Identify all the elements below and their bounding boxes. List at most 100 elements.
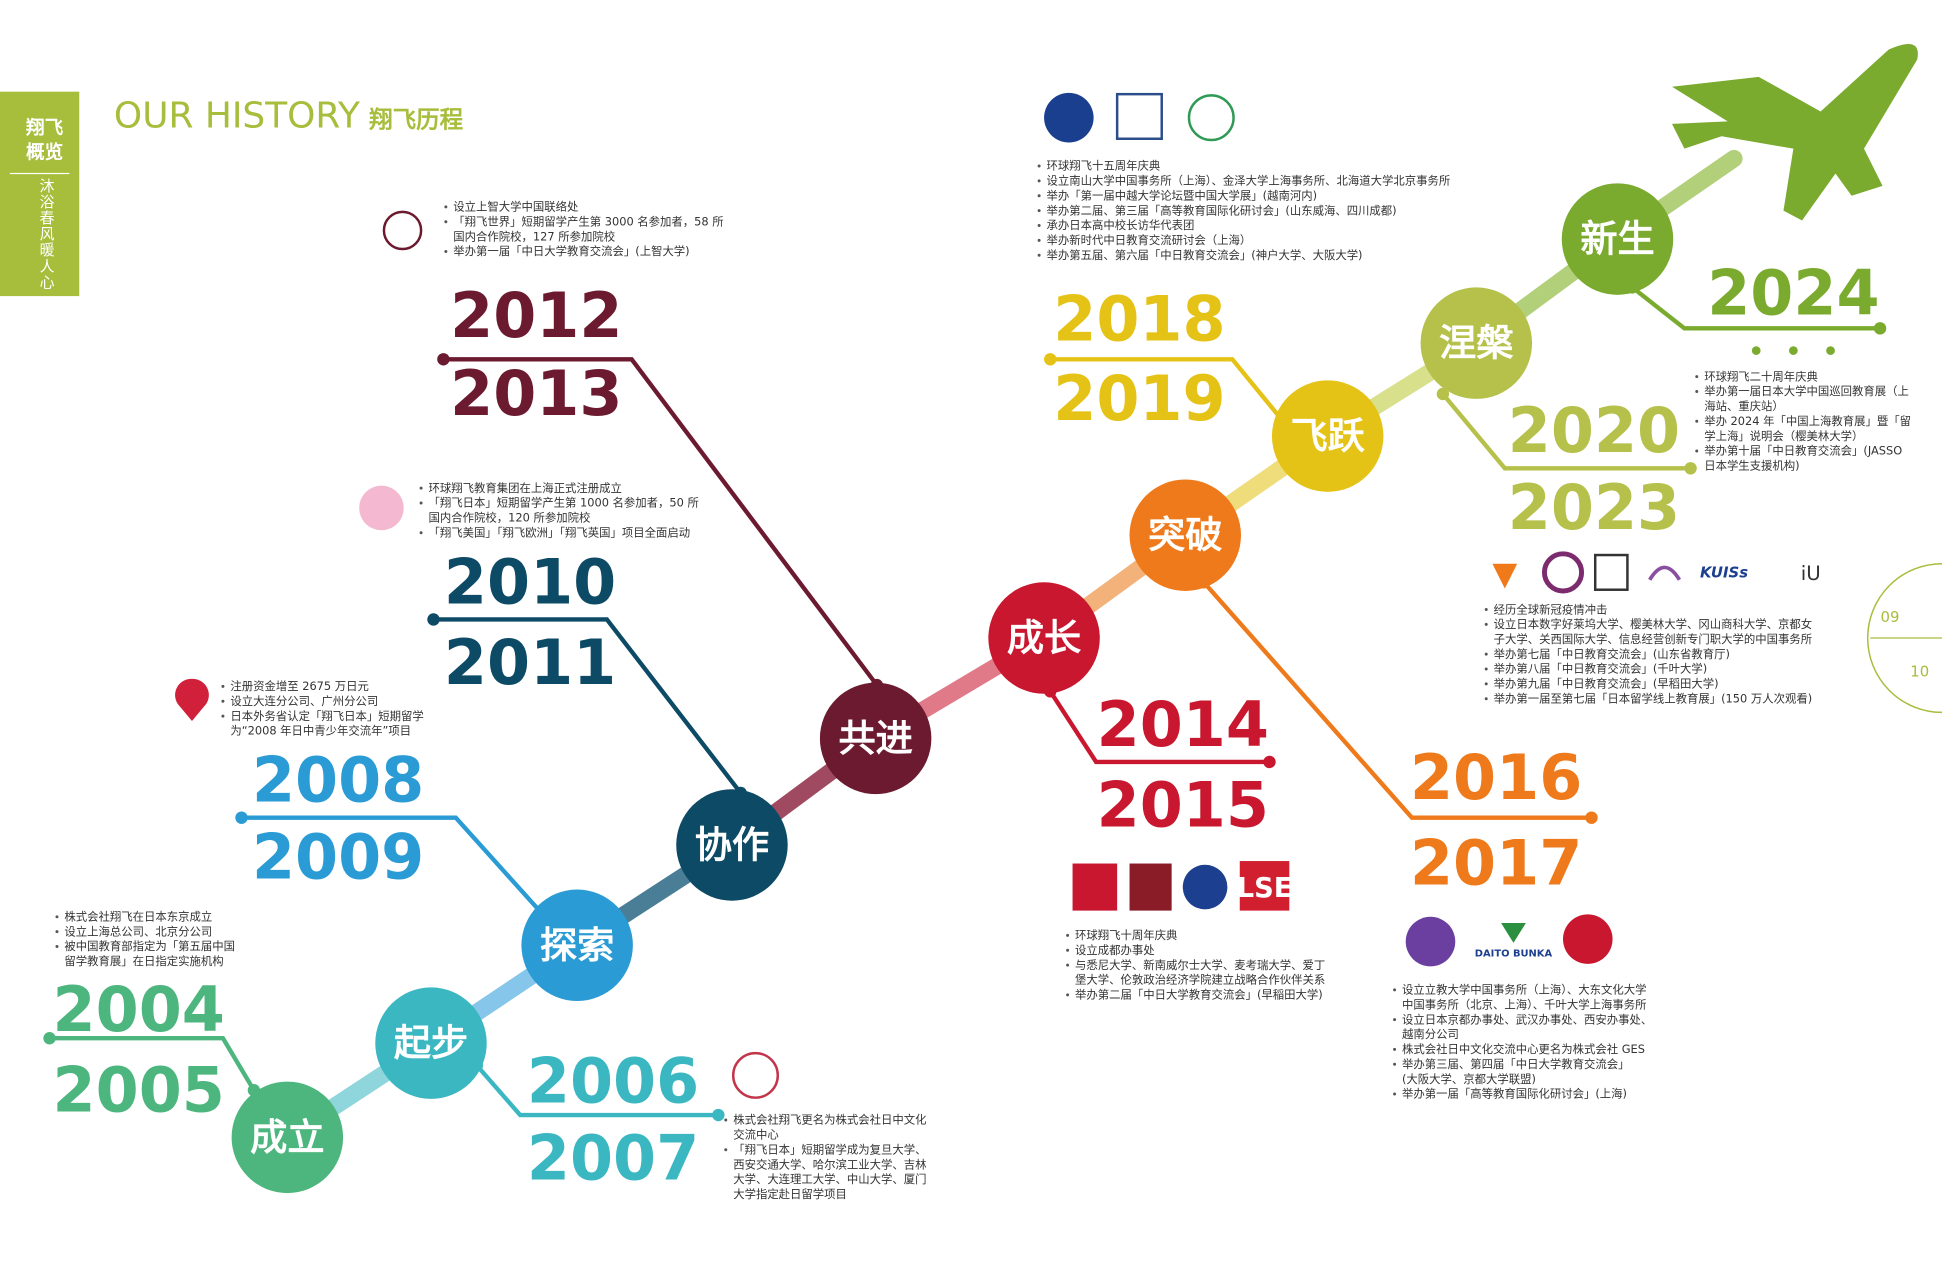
connector — [1631, 285, 1881, 331]
year: 2019 — [1053, 363, 1225, 435]
connector — [1202, 580, 1592, 820]
connector — [1441, 392, 1691, 471]
bullet — [1037, 238, 1041, 242]
milestone-node — [1420, 287, 1533, 399]
logo — [1648, 565, 1682, 581]
item-text: 举办第一届日本大学中国巡回教育展（上 — [1704, 384, 1909, 398]
item-text: 「翔飞美国」「翔飞欧洲」「翔飞英国」项目全面启动 — [429, 525, 691, 539]
item-text: 设立上智大学中国联络处 — [453, 200, 578, 214]
item-text: 举办 2024 年「中国上海教育展」暨「留 — [1704, 414, 1911, 428]
milestone-word: 成立 — [250, 1116, 324, 1159]
year: 2017 — [1410, 828, 1582, 900]
milestone-word: 突破 — [1148, 514, 1222, 557]
bullet — [1484, 667, 1488, 671]
logo — [359, 485, 404, 531]
ellipsis-dot — [1789, 346, 1798, 355]
milestone-node — [375, 987, 487, 1099]
year: 2005 — [53, 1054, 225, 1126]
item-text: 西安交通大学、哈尔滨工业大学、吉林 — [733, 1157, 927, 1171]
bullet — [1484, 652, 1488, 656]
item-text: (大阪大学、京都大学联盟) — [1402, 1072, 1536, 1086]
item-text: 交流中心 — [733, 1128, 778, 1142]
item-text: 株式会社翔飞在日本东京成立 — [64, 910, 212, 924]
item-text: 举办第一届「高等教育国际化研讨会」(上海) — [1402, 1087, 1627, 1101]
sidebar-section: 翔飞概览 — [25, 117, 64, 164]
year: 2012 — [450, 280, 622, 352]
title-cn: 翔飞历程 — [369, 106, 464, 134]
milestone-node — [1129, 479, 1241, 591]
bullet — [55, 945, 59, 949]
bullet — [221, 684, 225, 688]
logo — [175, 678, 209, 722]
logo — [1044, 92, 1094, 143]
bullet — [419, 486, 423, 490]
year: 2016 — [1410, 742, 1582, 814]
logo — [1072, 863, 1118, 911]
milestone-word: 协作 — [695, 823, 769, 866]
milestone-node — [231, 1081, 344, 1194]
logo — [1187, 94, 1235, 142]
bullet — [221, 699, 225, 703]
connector-dot — [1684, 462, 1697, 475]
item-text: 环球翔飞二十周年庆典 — [1704, 369, 1818, 383]
logo — [1182, 864, 1228, 910]
bullet — [1484, 697, 1488, 701]
item-text: 举办第五届、第六届「中日教育交流会」(神户大学、大阪大学) — [1047, 248, 1363, 262]
item-text: 举办第二届、第三届「高等教育国际化研讨会」(山东威海、四川成都) — [1047, 203, 1397, 217]
sidebar — [0, 91, 80, 297]
bullet — [1037, 209, 1041, 213]
logo — [1129, 863, 1172, 911]
item-text: 设立成都办事处 — [1075, 943, 1155, 957]
page-number: 10 — [1910, 662, 1929, 680]
bullet — [444, 205, 448, 209]
page-number: 09 — [1881, 608, 1900, 626]
item-text: 大学指定赴日留学项目 — [733, 1187, 847, 1201]
year: 2004 — [53, 974, 225, 1046]
bullet — [1695, 419, 1699, 423]
item-text: 设立日本京都办事处、武汉办事处、西安办事处、 — [1402, 1012, 1652, 1026]
bullet — [1037, 194, 1041, 198]
item-text: 经历全球新冠疫情冲击 — [1494, 602, 1608, 616]
item-text: 环球翔飞十五周年庆典 — [1047, 159, 1161, 173]
year: 2006 — [527, 1046, 699, 1118]
item-text: 设立日本数字好莱坞大学、樱美林大学、冈山商科大学、京都女 — [1494, 617, 1812, 631]
item-text: 举办第十届「中日教育交流会」(JASSO — [1704, 444, 1902, 458]
logo-text: iU — [1801, 562, 1821, 585]
item-text: 举办第三届、第四届「中日大学教育交流会」 — [1402, 1057, 1629, 1071]
milestone-word: 飞跃 — [1291, 415, 1366, 458]
item-text: 环球翔飞十周年庆典 — [1075, 928, 1177, 942]
year: 2018 — [1053, 284, 1225, 356]
item-text: 「翔飞日本」短期留学产生第 1000 名参加者，50 所 — [429, 496, 699, 510]
item-text: 国内合作院校，127 所参加院校 — [453, 229, 615, 243]
bullet — [419, 501, 423, 505]
bullet — [724, 1148, 728, 1152]
sidebar-slogan: 沐浴春风暖人心 — [40, 177, 55, 292]
bullet — [1484, 682, 1488, 686]
milestone-word: 探索 — [540, 924, 614, 967]
connector-dot — [1585, 811, 1598, 824]
connector-dot — [235, 811, 248, 824]
bullet — [1393, 1092, 1397, 1096]
logo — [1593, 553, 1629, 591]
logo — [1405, 916, 1456, 967]
item-text: 海站、重庆站） — [1704, 399, 1784, 413]
item-text: 大学、大连理工大学、中山大学、厦门 — [733, 1172, 926, 1186]
year: 2008 — [252, 745, 424, 817]
item-text: 被中国教育部指定为「第五届中国 — [64, 939, 235, 953]
bullet — [444, 220, 448, 224]
milestone-node — [676, 789, 788, 901]
year: 2024 — [1707, 258, 1879, 330]
title: OUR HISTORY — [114, 96, 360, 137]
year: 2011 — [444, 627, 616, 699]
item-text: 举办第一届「中日大学教育交流会」(上智大学) — [453, 244, 689, 258]
connector — [1050, 357, 1290, 429]
page-circle — [1866, 562, 1942, 714]
item-text: 环球翔飞教育集团在上海正式注册成立 — [429, 481, 622, 495]
milestone-node — [1271, 380, 1384, 492]
connector-dot — [1873, 322, 1887, 335]
item-text: 留学教育展」在日指定实施机构 — [64, 954, 223, 968]
item-text: 举办第八届「中日教育交流会」(千叶大学) — [1494, 662, 1708, 676]
airplane — [1672, 43, 1918, 221]
item-text: 日本学生支援机构) — [1704, 459, 1799, 473]
